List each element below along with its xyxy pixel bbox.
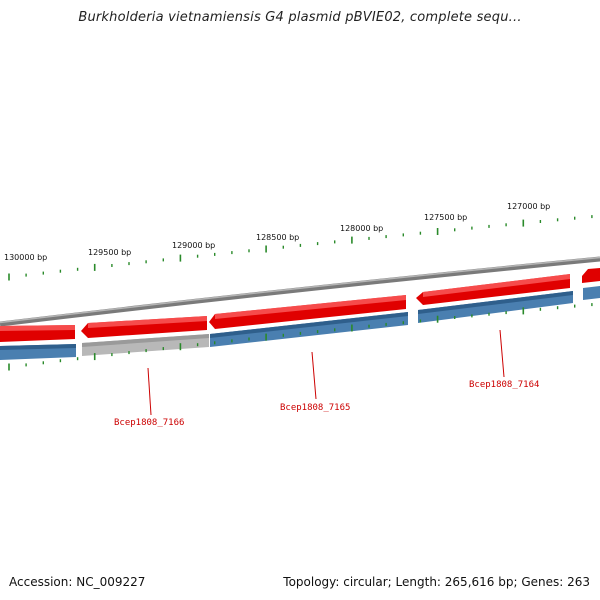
tick-label-127000: 127000 bp (507, 202, 550, 211)
scale-tick-labels: 130000 bp 129500 bp 129000 bp 128500 bp … (4, 202, 550, 262)
backbone-highlight (0, 256, 600, 324)
tick-label-129500: 129500 bp (88, 248, 131, 257)
accession-text: Accession: NC_009227 (9, 575, 146, 589)
backbone-circle (0, 256, 600, 327)
inner-scale-ticks (8, 303, 593, 371)
gene-leader-line (147, 367, 152, 416)
reverse-strand-track (0, 286, 600, 360)
forward-gene-segment[interactable] (582, 268, 600, 283)
gene-label-bcep1808-7164[interactable]: Bcep1808_7164 (469, 380, 539, 390)
tick-label-128500: 128500 bp (256, 233, 299, 242)
reverse-gene-segment[interactable] (583, 286, 600, 300)
map-title: Burkholderia vietnamiensis G4 plasmid pB… (78, 10, 522, 25)
topology-summary: Topology: circular; Length: 265,616 bp; … (283, 575, 590, 589)
gene-label-bcep1808-7165[interactable]: Bcep1808_7165 (280, 403, 350, 413)
forward-strand-track (0, 268, 600, 342)
gene-leader-line (311, 351, 317, 400)
tick-label-127500: 127500 bp (424, 213, 467, 222)
gene-leader-line (499, 329, 505, 378)
outer-scale-ticks (8, 215, 593, 281)
tick-label-128000: 128000 bp (340, 224, 383, 233)
tick-label-129000: 129000 bp (172, 241, 215, 250)
gene-labels: Bcep1808_7166 Bcep1808_7165 Bcep1808_716… (114, 329, 539, 428)
gene-label-bcep1808-7166[interactable]: Bcep1808_7166 (114, 418, 184, 428)
tick-label-130000: 130000 bp (4, 253, 47, 262)
